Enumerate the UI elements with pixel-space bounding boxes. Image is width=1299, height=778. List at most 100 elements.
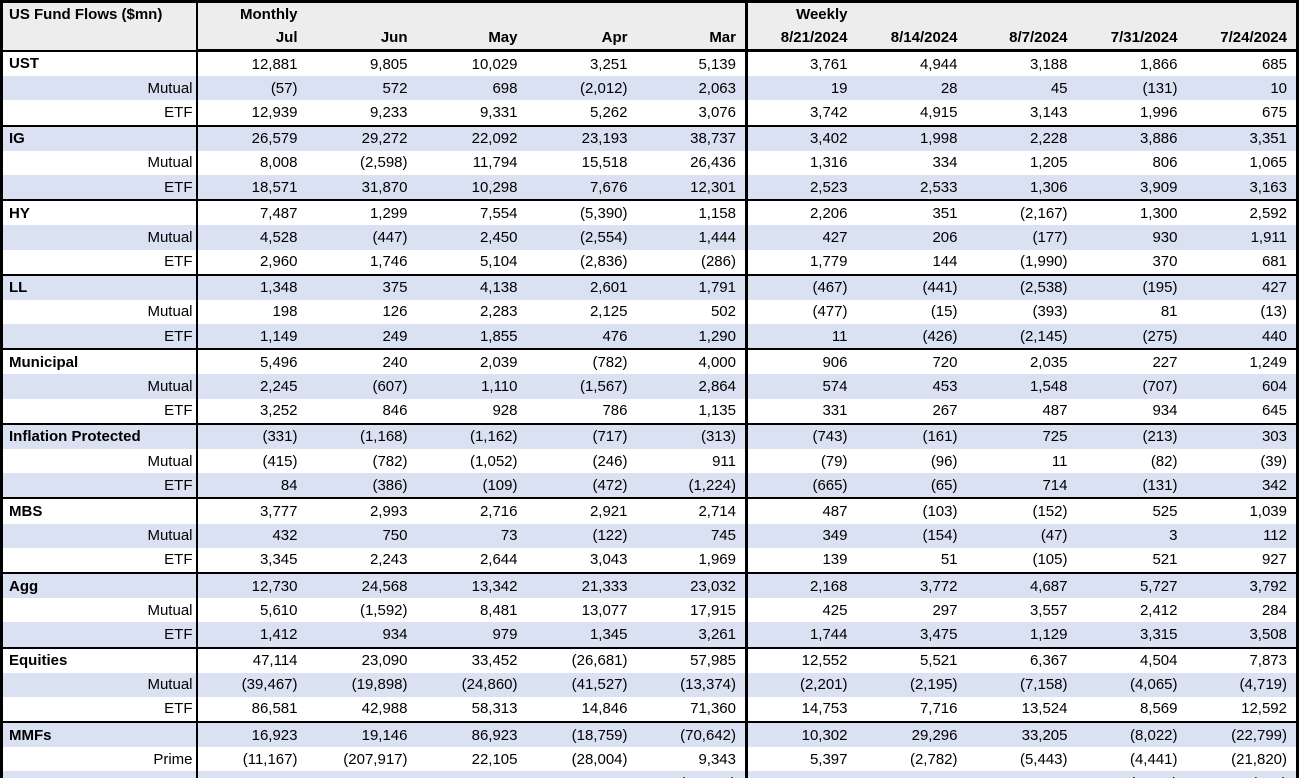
column-header-row: Jul Jun May Apr Mar 8/21/2024 8/14/2024 … [2,26,1298,52]
sub-row-etf: ETF 2,960 1,746 5,104 (2,836) (286) 1,779 144 (1… [1,249,1298,275]
value-cell: (131) [1076,473,1187,499]
value-cell: 10 [1186,76,1298,101]
value-cell: (313) [636,422,748,449]
row-label: ETF [1,473,198,499]
value-cell: 10,302 [746,721,857,748]
value-cell: 3,252 [259,402,298,420]
value-cell: (15) [930,303,958,321]
value-cell: 3,143 [1029,103,1068,121]
value-cell: 745 [636,523,748,548]
value-cell: 8,481 [479,601,518,619]
value-cell: (26,681) [526,646,637,673]
value-cell: 572 [306,76,417,101]
week-column-header: 8/7/2024 [966,26,1077,52]
sub-row-mutual: Mutual 198 126 2,283 2,125 502 (477) (15) (393) 8… [1,299,1298,325]
header-spacer [1186,1,1298,26]
value-cell: 13,077 [581,601,628,619]
row-label: Mutual [1,225,198,250]
value-cell: 8,008 [259,154,298,172]
value-cell: 11 [1051,452,1068,470]
header-spacer [966,1,1077,26]
value-cell: 12,881 [196,49,307,77]
value-cell: 1,290 [636,324,748,350]
value-cell: 112 [1186,523,1298,548]
value-cell: (109) [416,473,527,499]
sub-row-etf: ETF 18,571 31,870 10,298 7,676 12,301 2,523 2,5… [1,174,1298,201]
value-cell: 4,944 [856,49,967,77]
value-cell: 525 [1076,497,1187,524]
value-cell: 2,921 [526,497,637,524]
value-cell: (386) [306,473,417,499]
value-cell: 12,552 [746,646,857,673]
value-cell: 1,249 [1186,348,1298,375]
value-cell: (2,012) [526,76,637,101]
value-cell: (1,224) [636,473,748,499]
value-cell: 432 [196,523,307,548]
group-row-municipal: Municipal 5,496 240 2,039 (782) 4,000 906 720 2,… [1,348,1298,375]
value-cell: (246) [592,452,628,470]
value-cell: 2,063 [636,76,748,101]
value-cell: (207,917) [343,750,408,768]
value-cell: (782) [526,348,637,375]
value-cell: 4,905 [746,771,857,778]
row-label: MMFs [1,721,198,748]
value-cell: 2,206 [746,199,857,226]
value-cell: 12,592 [1241,700,1287,718]
value-cell: (1,168) [306,422,417,449]
value-cell: (4,719) [1186,672,1298,697]
value-cell: 846 [382,402,408,420]
value-cell: (707) [1076,374,1187,399]
value-cell: (96) [930,452,958,470]
value-cell: 297 [932,601,958,619]
sub-row-prime: Prime (11,167) (207,917) 22,105 (28,004) 9,34… [1,747,1298,772]
sub-row-mutual: Mutual 432 750 73 (122) 745 349 (154) (47) 3 112 [1,523,1298,548]
sub-row-etf: ETF 12,939 9,233 9,331 5,262 3,076 3,742 4,915 3… [1,100,1298,126]
value-cell: 574 [746,374,857,399]
value-cell: (8,022) [1076,721,1187,748]
row-label: Mutual [1,449,198,474]
group-row-ig: IG 26,579 29,272 22,092 23,193 38,737 3,402 1,9… [1,124,1298,151]
value-cell: 334 [932,154,958,172]
value-cell: 5,521 [856,646,967,673]
value-cell: 73 [416,523,527,548]
value-cell: 5,139 [636,49,748,77]
value-cell: 3,261 [636,622,748,648]
value-cell: 1,996 [1139,103,1178,121]
value-cell: 10,298 [416,174,527,201]
value-cell: 9,331 [479,103,518,121]
value-cell: 64,818 [416,771,527,778]
value-cell: (4,441) [1129,750,1178,768]
value-cell: 979 [416,622,527,648]
value-cell: 375 [306,273,417,300]
value-cell: 23,193 [526,124,637,151]
sub-row-etf: ETF 1,149 249 1,855 476 1,290 11 (426) (2,145) (2… [1,324,1298,350]
value-cell: 2,644 [479,551,518,569]
value-cell: 1,969 [636,547,748,573]
value-cell: 2,533 [856,174,967,201]
value-cell: 3,886 [1076,124,1187,151]
value-cell: (331) [196,422,307,449]
value-cell: (477) [812,303,848,321]
value-cell: 24,568 [306,571,417,599]
value-cell: 720 [856,348,967,375]
value-cell: 57,985 [636,646,748,673]
value-cell: (2,145) [966,324,1077,350]
sub-row-mutual: Mutual 8,008 (2,598) 11,794 15,518 26,436 1,31… [1,150,1298,175]
value-cell: (426) [856,324,967,350]
value-cell: 2,592 [1186,199,1298,226]
value-cell: 86,923 [416,721,527,748]
value-cell: 1,300 [1076,199,1187,226]
value-cell: 13,524 [1021,700,1068,718]
row-label: ETF [1,100,198,126]
value-cell: 3,792 [1186,571,1298,599]
value-cell: 14,753 [801,700,848,718]
row-label: Mutual [1,672,198,697]
table-body: UST 12,881 9,805 10,029 3,251 5,139 3,761 4,944… [1,49,1298,778]
value-cell: (441) [856,273,967,300]
value-cell: (47) [966,523,1077,548]
value-cell: 2,125 [589,303,628,321]
row-label: IG [1,124,198,151]
section-header-row: US Fund Flows ($mn) Monthly Weekly [1,1,1298,51]
value-cell: (2,538) [966,273,1077,300]
value-cell: 11,794 [472,154,518,172]
